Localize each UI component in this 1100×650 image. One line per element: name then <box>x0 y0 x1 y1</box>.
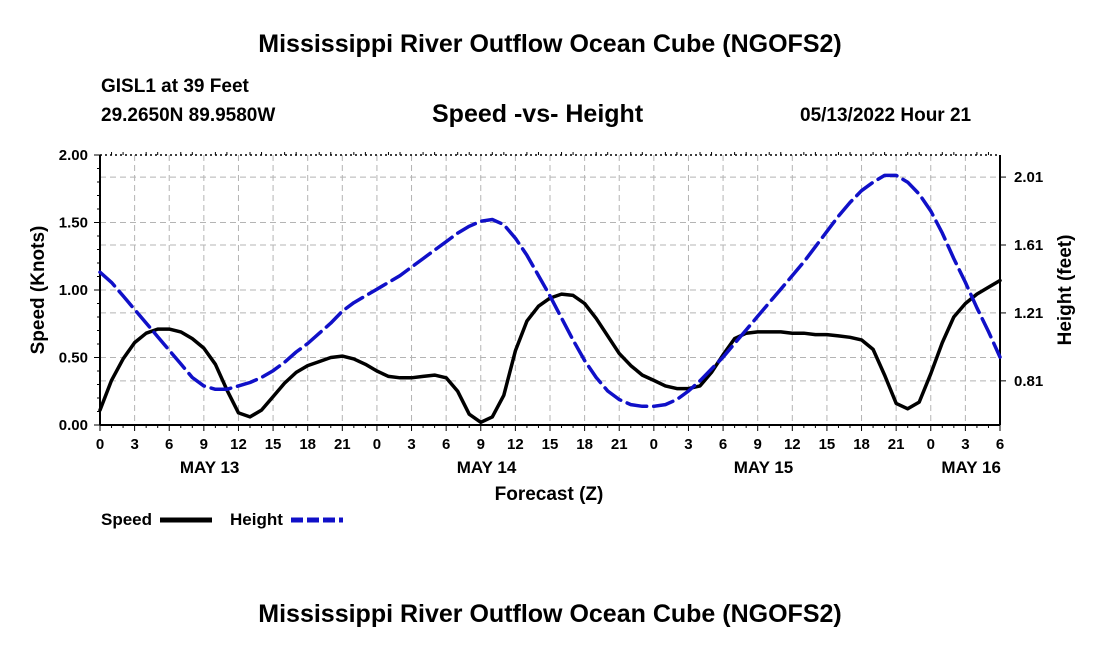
y-tick-label: 1.50 <box>59 215 88 232</box>
footer-title: Mississippi River Outflow Ocean Cube (NG… <box>258 600 842 628</box>
x-tick-label: 0 <box>96 436 104 453</box>
y2-axis-title: Height (feet) <box>1055 235 1076 346</box>
x-tick-label: 3 <box>684 436 692 453</box>
x-tick-label: 3 <box>961 436 969 453</box>
x-tick-label: 12 <box>507 436 524 453</box>
x-tick-label: 15 <box>265 436 282 453</box>
series-line-height <box>98 173 1002 409</box>
grid-lines <box>100 155 1000 425</box>
x-tick-label: 6 <box>996 436 1004 453</box>
x-tick-label: 18 <box>576 436 593 453</box>
x-tick-label: 6 <box>442 436 450 453</box>
legend-label-height: Height <box>230 510 283 529</box>
legend-label-speed: Speed <box>101 510 152 529</box>
station-label: GISL1 at 39 Feet <box>101 76 249 97</box>
x-tick-label: 18 <box>299 436 316 453</box>
x-tick-label: 6 <box>165 436 173 453</box>
x-tick-label: 12 <box>230 436 247 453</box>
x-tick-label: 21 <box>888 436 905 453</box>
legend: Speed Height <box>101 510 343 529</box>
day-label: MAY 15 <box>734 458 794 477</box>
x-tick-label: 15 <box>819 436 836 453</box>
day-label: MAY 16 <box>941 458 1001 477</box>
y-axis-title: Speed (Knots) <box>28 226 49 355</box>
x-tick-label: 0 <box>927 436 935 453</box>
series-line-speed <box>98 278 1002 425</box>
y-tick-label: 1.00 <box>59 282 88 299</box>
y2-tick-label: 1.61 <box>1014 237 1043 254</box>
x-axis-title: Forecast (Z) <box>495 484 604 505</box>
forecast-datetime: 05/13/2022 Hour 21 <box>800 105 972 126</box>
y2-tick-label: 2.01 <box>1014 169 1043 186</box>
x-tick-label: 3 <box>407 436 415 453</box>
day-label: MAY 13 <box>180 458 240 477</box>
y-tick-label: 0.00 <box>59 417 88 434</box>
x-tick-label: 9 <box>754 436 762 453</box>
y2-tick-label: 0.81 <box>1014 373 1043 390</box>
x-tick-label: 0 <box>650 436 658 453</box>
series-layer <box>98 173 1002 425</box>
chart-subtitle: Speed -vs- Height <box>432 100 644 128</box>
main-title: Mississippi River Outflow Ocean Cube (NG… <box>258 30 842 58</box>
x-tick-label: 6 <box>719 436 727 453</box>
day-label: MAY 14 <box>457 458 517 477</box>
x-tick-label: 21 <box>611 436 628 453</box>
axis-labels: 0 3 6 9 12 15 18 21 0 3 6 9 12 15 18 21 0 3 6 9 12 15 18 21 0 3 6M… <box>59 147 1043 477</box>
x-tick-label: 21 <box>334 436 351 453</box>
x-tick-label: 12 <box>784 436 801 453</box>
axes <box>94 152 1006 431</box>
y-tick-label: 2.00 <box>59 147 88 164</box>
y-tick-label: 0.50 <box>59 350 88 367</box>
x-tick-label: 9 <box>477 436 485 453</box>
y2-tick-label: 1.21 <box>1014 305 1043 322</box>
x-tick-label: 9 <box>200 436 208 453</box>
station-coordinates: 29.2650N 89.9580W <box>101 105 276 126</box>
x-tick-label: 15 <box>542 436 559 453</box>
x-tick-label: 3 <box>130 436 138 453</box>
x-tick-label: 0 <box>373 436 381 453</box>
x-tick-label: 18 <box>853 436 870 453</box>
